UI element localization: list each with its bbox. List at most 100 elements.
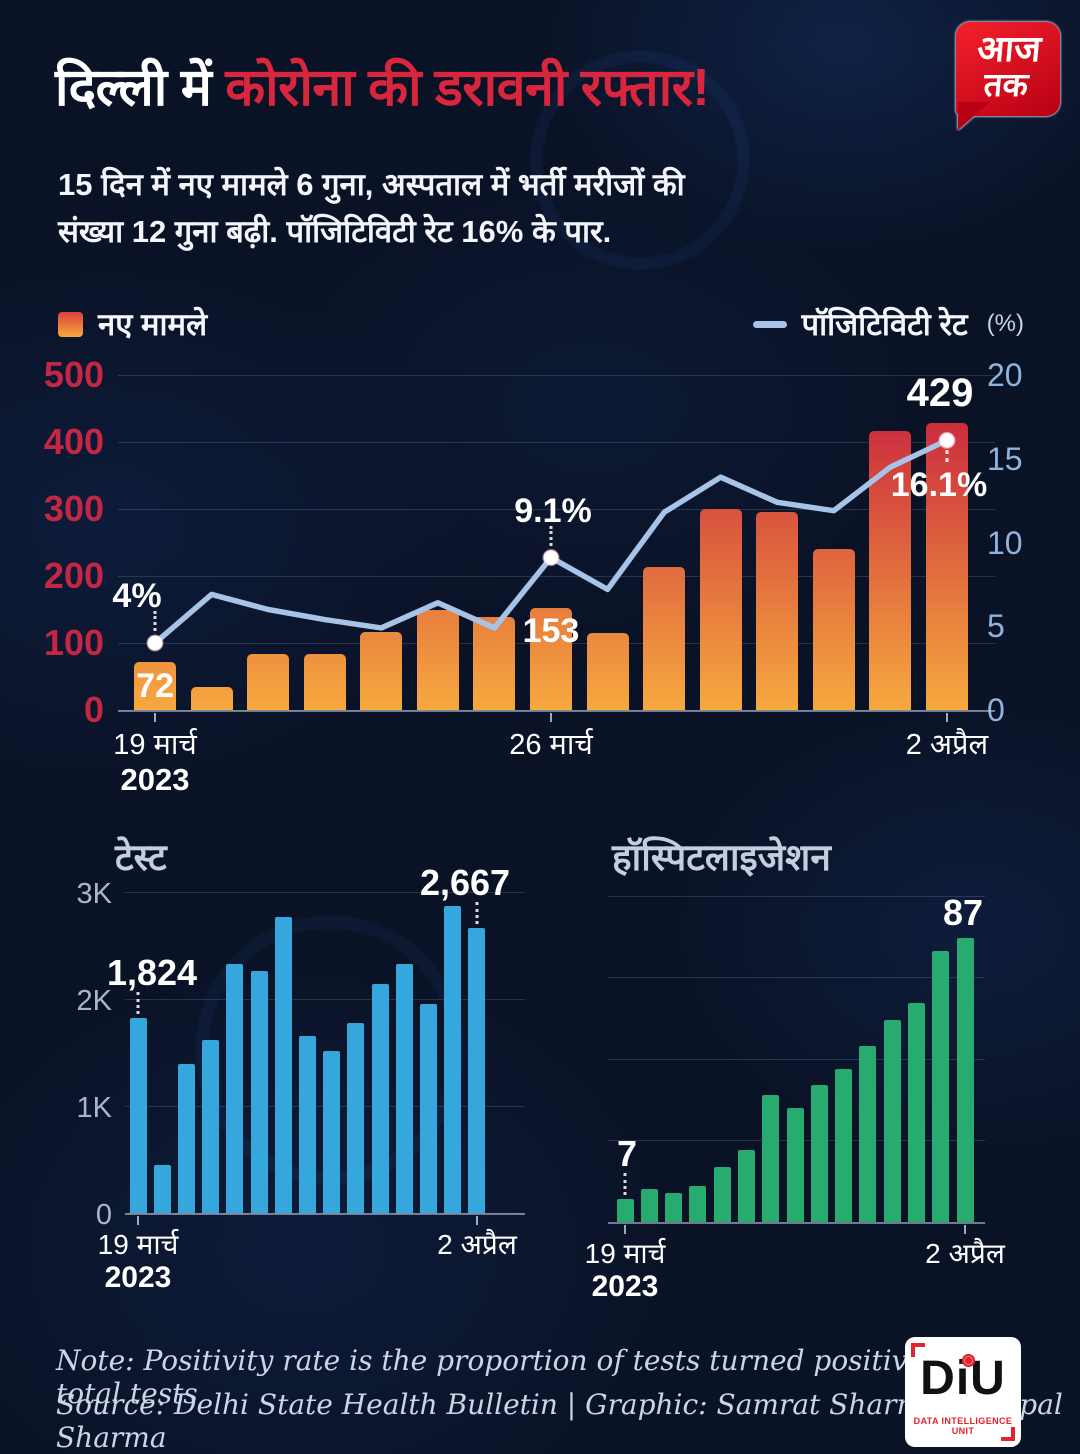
x-axis-year-label: 2023 — [120, 762, 190, 797]
hospitalization-bar — [835, 1068, 853, 1222]
new-cases-bar — [643, 566, 686, 710]
hospitalization-bar — [907, 1003, 925, 1222]
bar-value-label: 153 — [522, 612, 580, 651]
x-axis-line — [125, 1213, 525, 1215]
legend-new-cases-label: नए मामले — [98, 307, 208, 342]
hospitalization-bar — [713, 1166, 731, 1222]
bar-value-label: 87 — [942, 892, 984, 934]
new-cases-bar — [756, 512, 799, 710]
aajtak-logo: आज तक — [956, 22, 1060, 130]
annotation-connector — [549, 525, 553, 546]
x-axis-tick — [624, 1225, 626, 1234]
right-axis-tick-label: 10 — [987, 524, 1023, 561]
diu-corner-bracket-icon — [1001, 1427, 1015, 1441]
bar-value-label: 7 — [616, 1133, 638, 1175]
hospitalization-bar — [956, 938, 974, 1222]
tests-chart: 3K 2K 1K 0 1,824 2,667 19 मार्च 2023 2 अप्रैल — [77, 862, 525, 1294]
annotation-connector — [153, 611, 157, 631]
subtitle-line1: 15 दिन में नए मामले 6 गुना, अस्पताल में … — [58, 167, 685, 202]
x-axis-line — [608, 1222, 985, 1224]
tests-bar — [468, 927, 486, 1213]
tests-bar — [274, 916, 292, 1213]
x-axis-tick — [945, 713, 948, 722]
new-cases-bar — [529, 607, 572, 710]
y-axis-tick-label: 2K — [76, 985, 112, 1017]
source-credit: Source: Delhi State Health Bulletin | Gr… — [56, 1388, 1063, 1454]
hospitalization-bar — [786, 1107, 804, 1222]
annotation-connector — [136, 991, 140, 1014]
tests-bar — [153, 1164, 171, 1213]
aajtak-logo-line1: आज — [975, 28, 1043, 69]
diu-fingerprint-icon — [962, 1354, 975, 1367]
tests-bar — [444, 905, 462, 1213]
gridline — [608, 977, 985, 979]
line-value-label: 9.1% — [514, 491, 592, 530]
tests-bar — [395, 963, 413, 1213]
x-axis-tick — [154, 713, 156, 722]
x-axis-year-label: 2023 — [591, 1270, 659, 1303]
x-axis-tick — [137, 1216, 139, 1225]
x-axis-label: 19 मार्च — [113, 729, 197, 761]
left-axis-tick-label: 500 — [43, 354, 104, 395]
gridline — [118, 375, 995, 376]
positivity-rate-line — [146, 431, 956, 652]
x-axis-label: 2 अप्रैल — [925, 1238, 1005, 1269]
new-cases-bar — [190, 687, 233, 710]
title-red-part: कोरोना की डरावनी रफ्तार! — [225, 59, 710, 117]
legend-positivity-label: पॉजिटिविटी रेट — [801, 307, 968, 342]
tests-bar — [226, 963, 244, 1213]
hospitalization-bar — [640, 1189, 658, 1222]
tests-bar — [420, 1004, 438, 1213]
annotation-connector — [475, 901, 479, 924]
aajtak-logo-text: आज तक — [953, 22, 1064, 103]
hospitalization-bar — [932, 951, 950, 1222]
new-cases-bar — [247, 654, 290, 710]
line-point-marker — [146, 634, 164, 652]
x-axis-label: 26 मार्च — [509, 729, 593, 761]
hospitalization-chart: 7 87 19 मार्च 2023 2 अप्रैल — [585, 892, 1005, 1303]
page-title: दिल्ली में कोरोना की डरावनी रफ्तार! — [55, 50, 710, 121]
gridline — [125, 999, 525, 1000]
bar-swatch-icon — [58, 311, 83, 337]
new-cases-bar — [586, 632, 629, 710]
tests-bar — [298, 1036, 316, 1213]
legend-new-cases: नए मामले — [58, 303, 207, 345]
new-cases-bar — [473, 616, 516, 710]
aajtak-badge-point — [958, 102, 990, 130]
new-cases-bar — [699, 509, 742, 710]
hospitalization-bar — [665, 1192, 683, 1222]
tests-bar — [202, 1039, 220, 1213]
x-axis-label: 2 अप्रैल — [437, 1229, 517, 1260]
gridline — [608, 1058, 985, 1060]
y-axis-tick-label: 3K — [76, 878, 112, 910]
right-axis-tick-label: 5 — [987, 608, 1005, 645]
diu-logo: DiU DATA INTELLIGENCE UNIT — [905, 1337, 1021, 1447]
tests-bar — [371, 984, 389, 1213]
line-value-label: 16.1% — [890, 466, 988, 505]
y-axis-tick-label: 1K — [76, 1092, 112, 1124]
left-axis-tick-label: 300 — [43, 488, 104, 529]
new-cases-bar — [360, 631, 403, 710]
gridline — [118, 509, 995, 510]
x-axis-tick — [475, 1216, 478, 1225]
x-axis-label: 19 मार्च — [584, 1238, 666, 1269]
subtitle-line2: संख्या 12 गुना बढ़ी. पॉजिटिविटी रेट 16% … — [58, 213, 612, 249]
annotation-connector — [945, 450, 949, 463]
tests-bar — [177, 1064, 195, 1213]
tests-bar — [323, 1051, 341, 1213]
new-cases-bar — [416, 609, 459, 710]
x-axis-line — [118, 710, 995, 712]
title-white-part: दिल्ली में — [55, 59, 226, 117]
bar-value-label: 1,824 — [106, 951, 198, 993]
line-point-marker — [542, 549, 560, 567]
y-axis-tick-label: 0 — [95, 1199, 112, 1231]
gridline — [118, 442, 995, 443]
new-cases-bar — [925, 422, 968, 710]
tests-bar — [347, 1022, 365, 1213]
aajtak-logo-line2: तक — [982, 65, 1030, 103]
tests-chart-title: टेस्ट — [115, 837, 167, 878]
annotation-connector — [623, 1173, 627, 1196]
legend-positivity-unit: (%) — [986, 310, 1024, 337]
bar-value-label: 72 — [136, 666, 174, 705]
